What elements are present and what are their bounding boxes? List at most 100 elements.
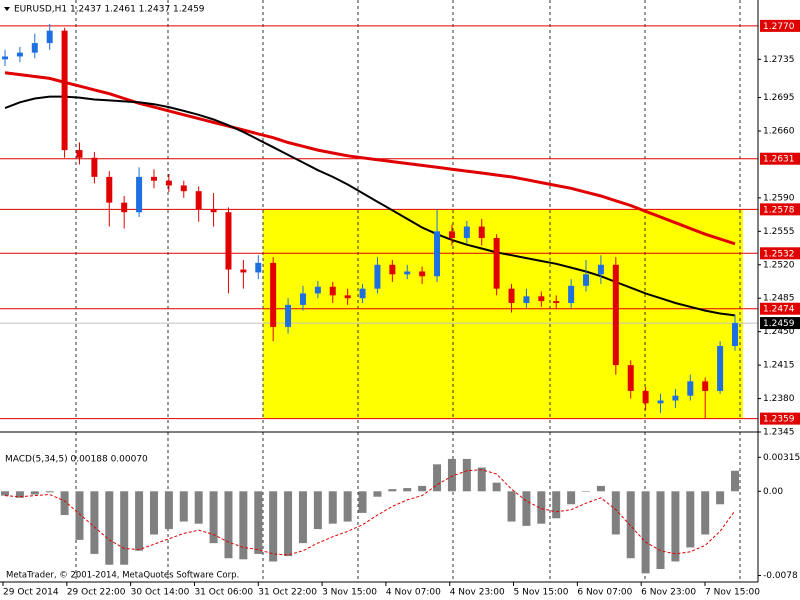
macd-bar xyxy=(60,491,69,516)
macd-bar xyxy=(298,491,307,544)
candle-body xyxy=(523,296,530,303)
macd-bar xyxy=(90,491,99,554)
candle-body xyxy=(508,288,515,303)
macd-bar xyxy=(731,470,739,492)
macd-bar xyxy=(596,485,605,492)
candle-body xyxy=(61,30,68,151)
candle-body xyxy=(732,323,738,346)
y-tick-label: 1.2450 xyxy=(763,327,795,337)
level-label-box xyxy=(760,19,800,32)
macd-bar xyxy=(701,491,710,535)
time-label: 7 Nov 15:00 xyxy=(705,588,760,598)
candle-body xyxy=(672,395,679,401)
candle-body xyxy=(329,286,336,296)
y-tick-label: 1.2345 xyxy=(763,428,795,438)
candle-body xyxy=(314,286,321,294)
y-tick-label: 1.2590 xyxy=(763,193,795,203)
time-label: 29 Oct 22:00 xyxy=(67,588,126,598)
candle-body xyxy=(359,288,366,299)
candle-body xyxy=(717,346,724,391)
macd-bar xyxy=(716,491,725,505)
candle-body xyxy=(270,262,277,327)
highlight-zone xyxy=(263,209,743,419)
indicator-title: MACD(5,34,5) 0.00188 0.00070 xyxy=(5,455,148,465)
level-label: 1.2474 xyxy=(763,305,795,315)
macd-bar xyxy=(328,491,337,524)
time-label: 4 Nov 07:00 xyxy=(386,588,441,598)
y-tick-label: 1.2660 xyxy=(763,127,795,137)
time-label: 6 Nov 07:00 xyxy=(577,588,632,598)
candle-body xyxy=(404,271,411,275)
macd-y-tick-label: -0.0078 xyxy=(763,571,798,581)
macd-bar xyxy=(120,491,129,565)
candle-body xyxy=(16,52,23,57)
macd-bar xyxy=(269,491,278,562)
candle-body xyxy=(597,264,604,275)
macd-bar xyxy=(671,491,680,562)
candle-body xyxy=(478,226,485,239)
candle-body xyxy=(493,238,500,289)
y-tick-label: 1.2485 xyxy=(763,294,795,304)
footer: MetaTrader, © 2001-2014, MetaQuotes Soft… xyxy=(6,571,239,581)
candle-body xyxy=(642,390,649,404)
macd-bar xyxy=(105,491,114,565)
macd-bar xyxy=(656,491,665,570)
y-tick-label: 1.2520 xyxy=(763,260,795,270)
candle-body xyxy=(106,176,113,203)
macd-y-tick-label: 0.00315 xyxy=(763,453,800,463)
chart-title: EURUSD,H1 1.2437 1.2461 1.2437 1.2459 xyxy=(14,5,205,15)
y-tick-label: 1.2415 xyxy=(763,361,795,371)
candle-body xyxy=(389,264,396,275)
macd-signal xyxy=(4,469,736,556)
time-label: 30 Oct 14:00 xyxy=(131,588,190,598)
macd-bar xyxy=(149,491,158,535)
candle-body xyxy=(538,296,545,302)
candle-body xyxy=(91,157,98,177)
time-label: 6 Nov 23:00 xyxy=(641,588,696,598)
macd-y-tick-label: 0.00 xyxy=(763,487,783,497)
macd-bar xyxy=(179,491,188,522)
macd-bar xyxy=(462,458,471,492)
candle-body xyxy=(657,400,664,404)
current-price-box xyxy=(760,317,800,330)
macd-bar xyxy=(433,464,442,492)
candle-body xyxy=(76,150,83,158)
macd-bar xyxy=(164,491,173,530)
candle-body xyxy=(255,262,262,273)
candle-body xyxy=(374,264,381,289)
macd-bar xyxy=(477,467,486,492)
macd-bar xyxy=(567,491,576,505)
macd-bar xyxy=(30,491,39,495)
candle-body xyxy=(31,43,38,53)
candle-body xyxy=(568,285,575,303)
candle-body xyxy=(165,180,172,186)
macd-bar xyxy=(313,491,322,530)
time-label: 4 Nov 23:00 xyxy=(450,588,505,598)
candle-body xyxy=(463,226,470,239)
candle-body xyxy=(46,30,53,44)
macd-bar xyxy=(254,491,263,554)
candle-body xyxy=(419,271,426,277)
macd-bar xyxy=(582,491,591,492)
candle-body xyxy=(299,293,306,305)
level-label: 1.2631 xyxy=(763,155,795,165)
macd-bar xyxy=(626,491,635,559)
macd-bar xyxy=(135,491,144,551)
candle-body xyxy=(180,185,187,192)
candle-body xyxy=(210,209,217,213)
macd-bar xyxy=(641,491,650,574)
macd-bar xyxy=(403,488,412,492)
level-label-box xyxy=(760,247,800,260)
macd-bar xyxy=(194,491,203,524)
time-label: 31 Oct 22:00 xyxy=(258,588,317,598)
candle-body xyxy=(344,295,351,299)
macd-bar xyxy=(45,491,54,493)
current-price-label: 1.2459 xyxy=(763,319,795,329)
macd-bar xyxy=(15,491,24,498)
level-label: 1.2770 xyxy=(763,22,795,32)
macd-bar xyxy=(373,491,382,497)
candle-body xyxy=(434,231,441,277)
macd-bar xyxy=(388,489,397,492)
macd-bar xyxy=(75,491,84,540)
